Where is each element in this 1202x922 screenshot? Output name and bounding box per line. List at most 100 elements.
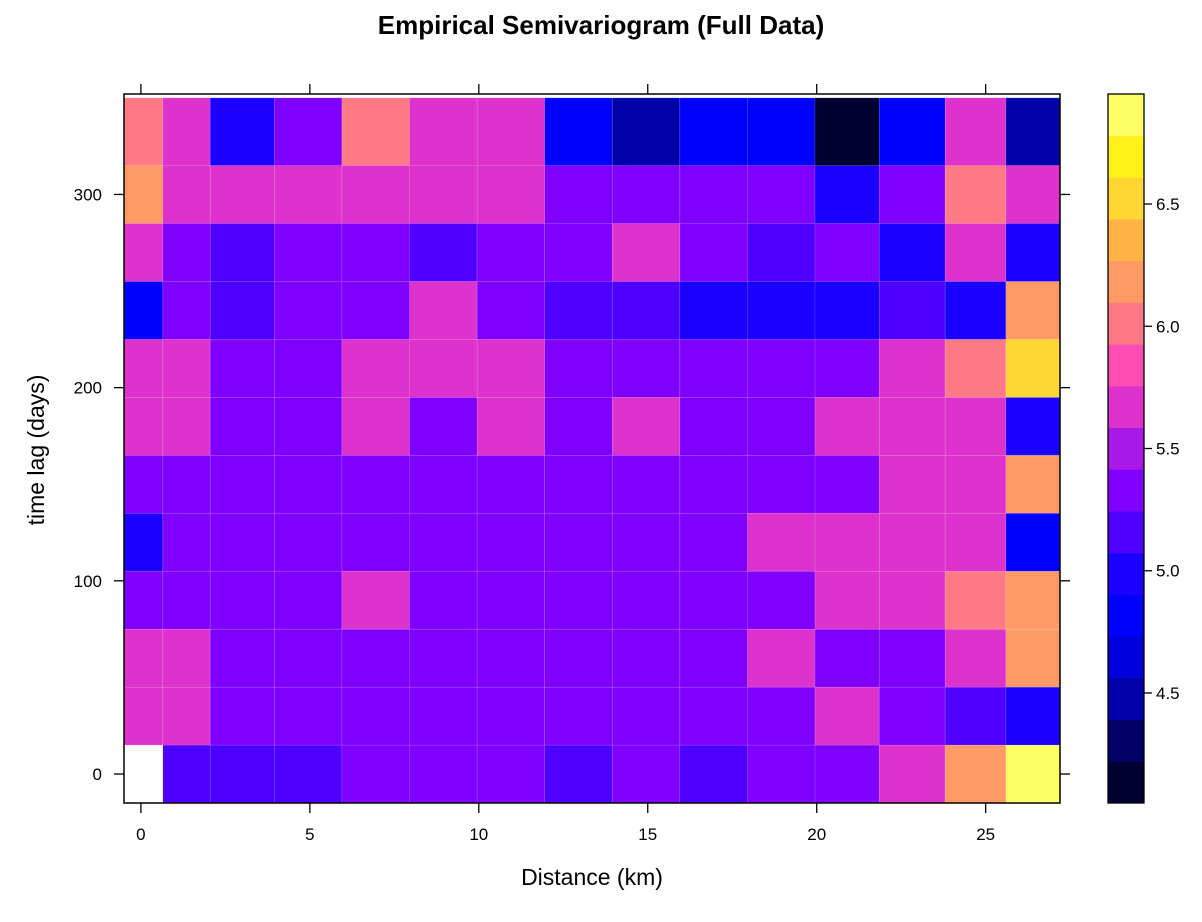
- heatmap-cell: [341, 223, 410, 282]
- heatmap-cell: [409, 339, 478, 398]
- heatmap-cell: [341, 454, 410, 514]
- colorbar-swatch: [1108, 511, 1144, 554]
- heatmap-cell: [1005, 454, 1061, 514]
- heatmap-cell: [544, 165, 613, 224]
- heatmap-cell: [123, 165, 164, 224]
- heatmap-cell: [814, 686, 880, 746]
- colorbar-swatch: [1108, 302, 1144, 345]
- heatmap-cell: [814, 512, 880, 572]
- x-axis: 0 5 10 15 20 25: [136, 84, 995, 844]
- heatmap-cell: [611, 512, 681, 572]
- heatmap-cell: [544, 570, 613, 630]
- heatmap-cell: [747, 744, 816, 804]
- heatmap-cell: [409, 97, 478, 166]
- heatmap-cell: [476, 397, 545, 456]
- heatmap-cell: [162, 339, 211, 398]
- heatmap-cell: [544, 686, 613, 746]
- heatmap-cell: [162, 570, 211, 630]
- y-axis-label: time lag (days): [23, 375, 49, 526]
- heatmap-cell: [162, 628, 211, 688]
- heatmap-cell: [123, 339, 164, 398]
- heatmap-cell: [341, 97, 410, 166]
- heatmap-cell: [476, 686, 545, 746]
- heatmap-cell: [544, 97, 613, 166]
- heatmap-cell: [878, 165, 946, 224]
- heatmap-cell: [341, 397, 410, 456]
- heatmap-cell: [274, 97, 343, 166]
- heatmap-cell: [679, 512, 748, 572]
- heatmap-cell: [123, 454, 164, 514]
- heatmap-cell: [341, 570, 410, 630]
- heatmap-cell: [814, 165, 880, 224]
- heatmap-cell: [679, 570, 748, 630]
- heatmap-cell: [209, 281, 275, 340]
- heatmap-cells: [123, 97, 1061, 804]
- heatmap-cell: [611, 570, 681, 630]
- heatmap-cell: [409, 570, 478, 630]
- heatmap-cell: [476, 744, 545, 804]
- colorbar-swatch: [1108, 219, 1144, 262]
- heatmap-cell: [814, 570, 880, 630]
- heatmap-cell: [274, 744, 343, 804]
- heatmap-cell: [123, 686, 164, 746]
- heatmap-cell: [274, 454, 343, 514]
- heatmap-cell: [611, 97, 681, 166]
- heatmap-cell: [274, 512, 343, 572]
- heatmap-cell: [878, 223, 946, 282]
- heatmap-cell: [878, 339, 946, 398]
- heatmap-cell: [944, 397, 1007, 456]
- heatmap-cell: [747, 397, 816, 456]
- heatmap-cell: [209, 570, 275, 630]
- heatmap-cell: [814, 97, 880, 166]
- heatmap-cell: [341, 686, 410, 746]
- heatmap-cell: [944, 628, 1007, 688]
- heatmap-cell: [162, 165, 211, 224]
- heatmap-cell: [409, 165, 478, 224]
- heatmap-cell: [611, 281, 681, 340]
- heatmap-cell: [274, 223, 343, 282]
- heatmap-cell: [409, 454, 478, 514]
- heatmap-cell: [123, 97, 164, 166]
- heatmap-cell: [878, 281, 946, 340]
- heatmap-cell: [814, 339, 880, 398]
- x-axis-label: Distance (km): [521, 864, 663, 890]
- heatmap-cell: [878, 628, 946, 688]
- x-tick-label: 25: [976, 825, 995, 844]
- heatmap-cell: [1005, 281, 1061, 340]
- heatmap-cell: [341, 339, 410, 398]
- heatmap-cell: [209, 744, 275, 804]
- colorbar-swatch: [1108, 469, 1144, 512]
- y-tick-label: 100: [74, 572, 102, 591]
- colorbar-swatch: [1108, 385, 1144, 429]
- heatmap-cell: [944, 223, 1007, 282]
- heatmap-cell: [814, 281, 880, 340]
- heatmap-cell: [747, 97, 816, 166]
- heatmap-cell: [1005, 512, 1061, 572]
- heatmap-cell: [409, 744, 478, 804]
- x-tick-label: 5: [305, 825, 314, 844]
- heatmap-cell: [611, 339, 681, 398]
- heatmap-cell: [878, 686, 946, 746]
- heatmap-cell: [1005, 570, 1061, 630]
- heatmap-cell: [274, 686, 343, 746]
- chart-title: Empirical Semivariogram (Full Data): [378, 10, 824, 40]
- heatmap-cell: [747, 570, 816, 630]
- colorbar-tick-label: 5.0: [1156, 562, 1180, 581]
- heatmap-cell: [747, 454, 816, 514]
- heatmap-cell: [944, 454, 1007, 514]
- colorbar-swatch: [1108, 594, 1144, 637]
- heatmap-cell: [409, 223, 478, 282]
- heatmap-cell: [544, 628, 613, 688]
- heatmap-cell: [123, 570, 164, 630]
- y-tick-label: 200: [74, 379, 102, 398]
- heatmap-cell: [209, 454, 275, 514]
- heatmap-cell: [341, 281, 410, 340]
- heatmap-cell: [209, 397, 275, 456]
- heatmap-cell: [544, 281, 613, 340]
- colorbar-swatch: [1108, 94, 1144, 137]
- heatmap-cell: [274, 628, 343, 688]
- heatmap-cell: [162, 512, 211, 572]
- heatmap-cell: [123, 512, 164, 572]
- colorbar-swatch: [1108, 344, 1144, 387]
- heatmap-cell: [944, 686, 1007, 746]
